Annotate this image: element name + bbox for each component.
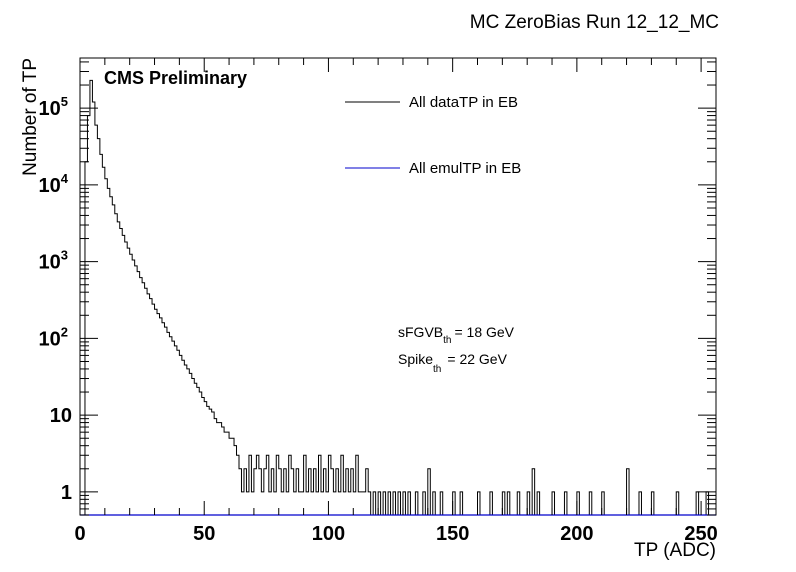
- y-tick-label: 103: [39, 248, 68, 274]
- y-axis-title: Number of TP: [20, 58, 41, 176]
- chart-title: MC ZeroBias Run 12_12_MC: [470, 12, 719, 33]
- y-tick-label: 105: [39, 94, 68, 120]
- y-tick-exponent: 5: [61, 94, 68, 109]
- x-tick-label: 250: [684, 523, 717, 545]
- y-tick-exponent: 2: [61, 324, 68, 339]
- y-tick-label: 10: [50, 405, 72, 427]
- x-tick-label: 100: [312, 523, 345, 545]
- x-tick-label: 200: [560, 523, 593, 545]
- y-tick-label: 104: [39, 171, 69, 197]
- y-tick-exponent: 3: [61, 248, 68, 263]
- y-tick-label: 1: [61, 482, 72, 504]
- y-tick-label: 102: [39, 324, 68, 350]
- y-tick-base: 10: [39, 328, 61, 350]
- spike-threshold-label: Spiketh= 22 GeV: [398, 351, 508, 375]
- y-tick-base: 10: [39, 252, 61, 274]
- y-tick-base: 10: [39, 98, 61, 120]
- legend: All dataTP in EB All emulTP in EB: [345, 94, 521, 177]
- threshold-annotations: sFGVBth= 18 GeV Spiketh= 22 GeV: [398, 324, 515, 375]
- y-tick-base: 1: [61, 482, 72, 504]
- y-tick-base: 10: [50, 405, 72, 427]
- sfgvb-threshold-label: sFGVBth= 18 GeV: [398, 324, 515, 346]
- y-tick-exponent: 4: [61, 171, 69, 186]
- x-axis-title: TP (ADC): [634, 540, 716, 561]
- histogram-series-data: [80, 79, 716, 516]
- x-tick-label: 50: [193, 523, 215, 545]
- x-tick-label: 150: [436, 523, 469, 545]
- x-tick-label: 0: [74, 523, 85, 545]
- y-tick-base: 10: [39, 175, 61, 197]
- cms-preliminary-label: CMS Preliminary: [104, 68, 247, 88]
- legend-label-emul: All emulTP in EB: [409, 160, 521, 177]
- series-layer: [80, 79, 716, 516]
- legend-label-data: All dataTP in EB: [409, 94, 518, 111]
